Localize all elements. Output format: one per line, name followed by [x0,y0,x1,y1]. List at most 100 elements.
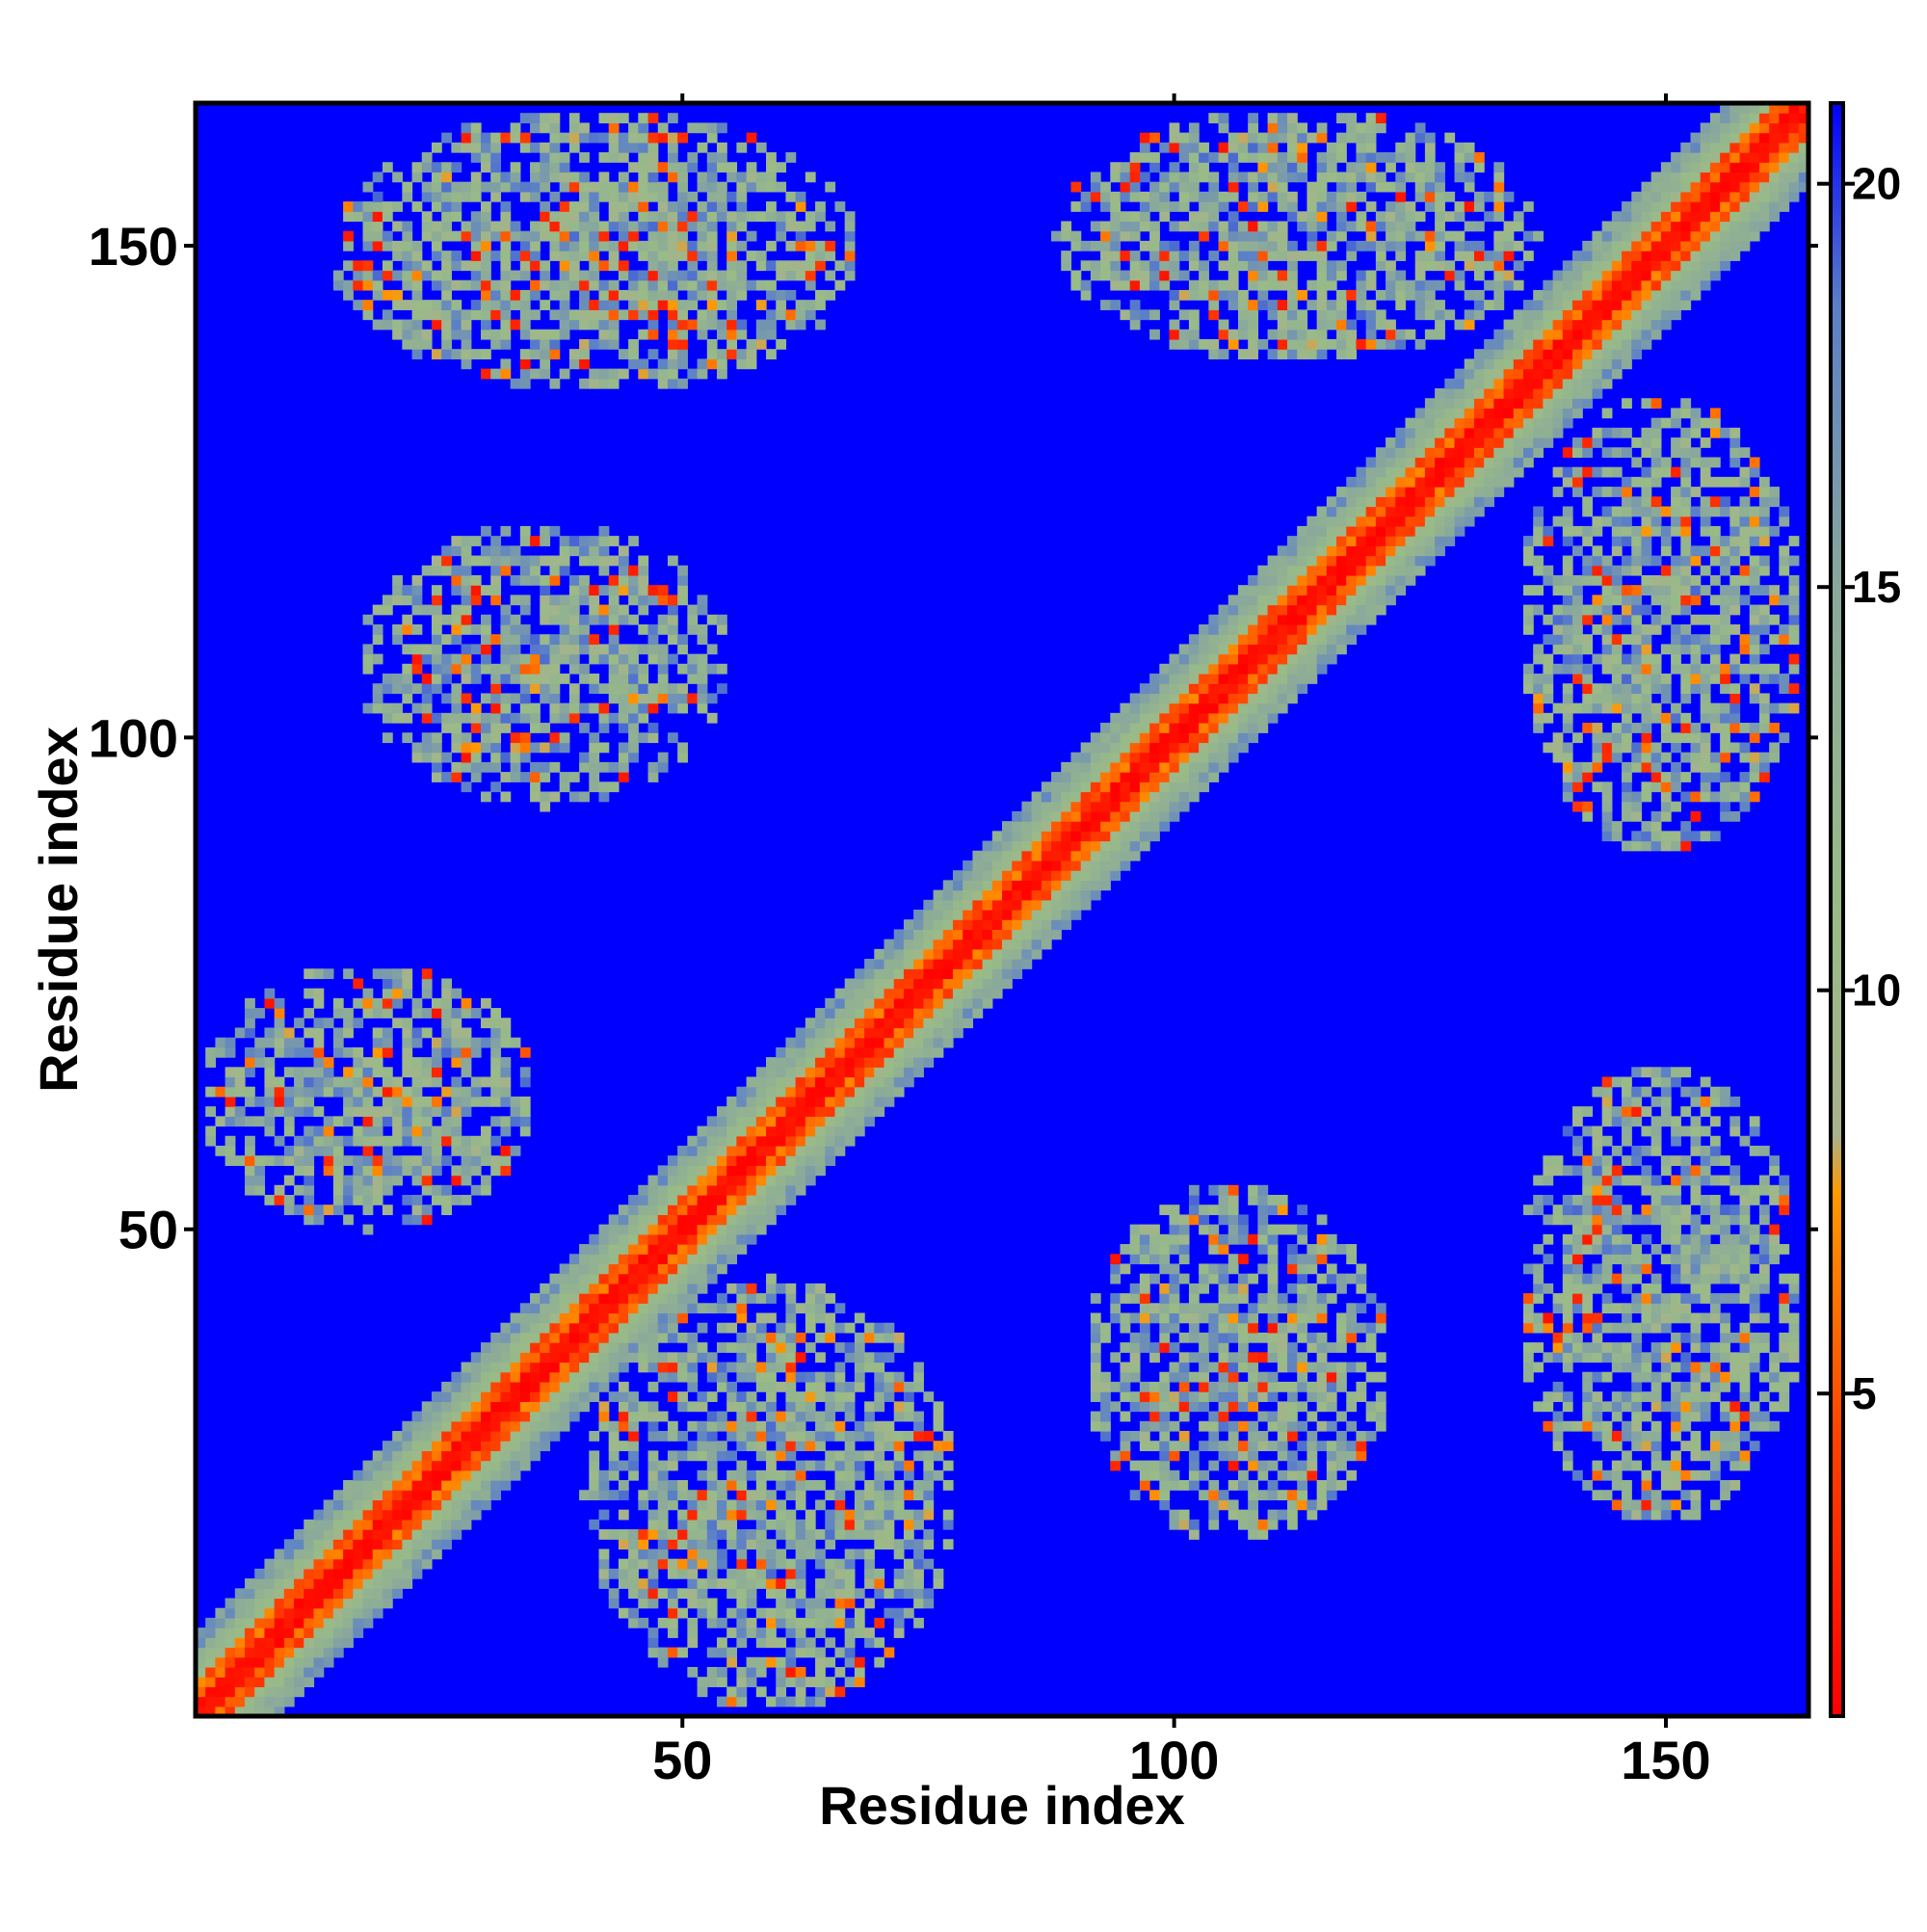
heatmap-cell [392,1460,403,1471]
heatmap-cell [864,1568,875,1579]
heatmap-cell [755,1293,767,1304]
heatmap-cell [245,1057,255,1068]
heatmap-cell [451,732,462,744]
heatmap-cell [903,988,914,999]
heatmap-cell [647,1233,659,1245]
heatmap-cell [362,1057,374,1068]
heatmap-cell [470,1499,482,1511]
heatmap-cell [638,1293,649,1304]
heatmap-cell [332,1539,344,1550]
heatmap-cell [372,1558,383,1570]
heatmap-cell [825,1371,836,1383]
heatmap-cell [540,230,551,242]
heatmap-cell [884,1096,895,1107]
heatmap-cell [304,1145,315,1156]
heatmap-cell [353,1165,364,1177]
heatmap-cell [530,653,541,665]
heatmap-cell [481,1411,491,1422]
heatmap-cell [618,1233,629,1245]
heatmap-cell [755,1067,767,1078]
heatmap-cell [589,1480,600,1491]
heatmap-cell [706,1371,718,1383]
heatmap-cell [362,1539,374,1550]
heatmap-cell [530,644,541,655]
heatmap-cell [402,1430,413,1442]
heatmap-cell [510,1037,521,1048]
heatmap-cell [530,1342,541,1353]
heatmap-cell [1061,801,1072,812]
heatmap-cell [245,997,255,1009]
heatmap-cell [304,1125,315,1137]
heatmap-cell [1110,791,1122,803]
heatmap-cell [461,732,472,744]
heatmap-cell [461,761,472,773]
heatmap-cell [923,910,935,920]
heatmap-cell [795,1686,806,1698]
heatmap-cell [913,929,924,940]
heatmap-cell [519,358,531,370]
heatmap-cell [461,1037,472,1048]
heatmap-cell [687,289,699,301]
heatmap-cell [451,211,462,223]
heatmap-cell [687,251,699,261]
heatmap-cell [500,663,512,675]
heatmap-cell [1188,338,1200,350]
heatmap-cell [1012,831,1023,842]
heatmap-cell [1227,1480,1239,1491]
heatmap-cell [589,752,600,763]
heatmap-cell [470,240,482,251]
heatmap-cell [1188,172,1200,183]
heatmap-cell [706,230,718,242]
heatmap-cell [500,270,512,281]
heatmap-cell [638,1578,649,1589]
heatmap-cell [421,1175,433,1186]
heatmap-cell [274,1184,285,1196]
heatmap-cell [1041,810,1052,822]
heatmap-cell [215,1086,226,1098]
heatmap-cell [913,1411,924,1422]
heatmap-cell [402,240,413,251]
heatmap-cell [530,1303,541,1314]
heatmap-cell [638,565,649,576]
heatmap-cell [933,1037,944,1048]
heatmap-cell [746,279,757,291]
heatmap-cell [755,1371,767,1383]
heatmap-cell [500,1411,512,1422]
heatmap-cell [1129,279,1141,291]
heatmap-cell [589,1293,600,1304]
heatmap-cell [766,1096,777,1107]
heatmap-cell [657,1430,669,1442]
heatmap-cell [1051,781,1062,793]
heatmap-cell [461,663,472,675]
heatmap-cell [441,1046,452,1058]
heatmap-cell [884,1057,895,1068]
heatmap-cell [254,1666,266,1678]
heatmap-cell [461,574,472,586]
heatmap-cell [1139,309,1150,321]
heatmap-cell [470,230,482,242]
heatmap-cell [638,1303,649,1314]
heatmap-cell [766,162,777,173]
heatmap-cell [687,614,699,625]
heatmap-cell [825,1322,836,1334]
heatmap-cell [549,791,561,803]
heatmap-cell [451,230,462,242]
heatmap-cell [1149,1381,1160,1392]
heatmap-cell [854,1420,865,1432]
heatmap-cell [431,663,442,675]
heatmap-cell [1208,772,1220,782]
heatmap-cell [667,1184,678,1196]
heatmap-cell [1149,801,1160,812]
heatmap-cell [766,1539,777,1550]
heatmap-cell [884,1469,895,1481]
heatmap-cell [618,1244,629,1255]
heatmap-cell [421,230,433,242]
heatmap-cell [687,1303,699,1314]
heatmap-cell [245,1165,255,1177]
heatmap-cell [1169,162,1180,173]
heatmap-cell [864,1548,875,1560]
heatmap-cell [274,1628,285,1638]
heatmap-cell [825,1125,836,1137]
heatmap-cell [647,1293,659,1304]
heatmap-cell [353,1490,364,1501]
